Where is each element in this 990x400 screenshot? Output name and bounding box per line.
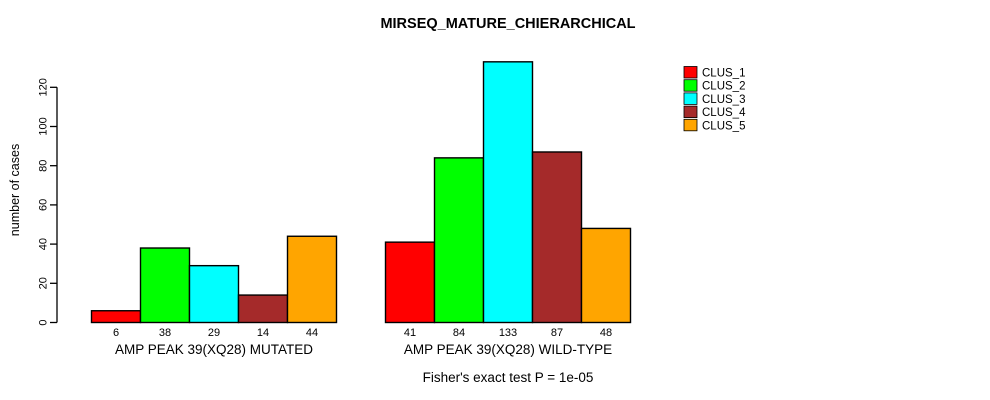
legend-label-clus_5: CLUS_5	[702, 120, 745, 132]
group-label-wildtype: AMP PEAK 39(XQ28) WILD-TYPE	[404, 342, 612, 357]
legend-label-clus_1: CLUS_1	[702, 68, 745, 80]
group-label-mutated: AMP PEAK 39(XQ28) MUTATED	[115, 342, 313, 357]
bar-value-label: 14	[257, 327, 269, 339]
tick-label: 20	[38, 277, 50, 289]
bar-clus_3-group1	[188, 264, 240, 324]
tick-label: 100	[38, 117, 50, 135]
bar-clus_2-group2	[433, 157, 485, 324]
fisher-test-note: Fisher's exact test P = 1e-05	[423, 370, 594, 385]
bar-clus_3-group2	[482, 61, 534, 324]
bar-clus_1-group2	[384, 241, 436, 324]
chart-title: MIRSEQ_MATURE_CHIERARCHICAL	[380, 16, 635, 32]
tick-label: 80	[38, 160, 50, 172]
tick-label: 60	[38, 199, 50, 211]
bar-clus_5-group2	[580, 227, 632, 324]
legend-label-clus_3: CLUS_3	[702, 94, 745, 106]
bar-value-label: 84	[453, 327, 465, 339]
bar-clus_2-group1	[139, 247, 191, 324]
bars: 6 38 29 14 44 41 84 133 87 48	[90, 61, 632, 339]
legend-swatch-clus_1	[683, 66, 698, 79]
bar-value-label: 48	[600, 327, 612, 339]
bar-clus_4-group1	[237, 294, 289, 324]
bar-clus_1-group1	[90, 310, 142, 324]
bar-clus_4-group2	[531, 151, 583, 324]
bar-value-label: 44	[306, 327, 318, 339]
bar-value-label: 133	[499, 327, 517, 339]
legend-swatch-clus_5	[683, 118, 698, 132]
bar-value-label: 87	[551, 327, 563, 339]
legend-swatch-clus_3	[683, 92, 698, 105]
tick-label: 120	[38, 78, 50, 96]
tick-label: 40	[38, 238, 50, 250]
y-axis: 0 20 40 60 80 100 120	[38, 78, 58, 326]
bar-value-label: 38	[159, 327, 171, 339]
bar-value-label: 6	[113, 327, 119, 339]
bar-clus_5-group1	[286, 235, 338, 324]
tick-label: 0	[38, 319, 50, 325]
legend-swatch-clus_4	[683, 105, 698, 118]
bar-value-label: 41	[404, 327, 416, 339]
y-axis-label: number of cases	[8, 144, 22, 236]
bar-value-label: 29	[208, 327, 220, 339]
legend-swatch-clus_2	[683, 79, 698, 92]
legend-label-clus_4: CLUS_4	[702, 107, 746, 119]
legend-label-clus_2: CLUS_2	[702, 81, 745, 93]
